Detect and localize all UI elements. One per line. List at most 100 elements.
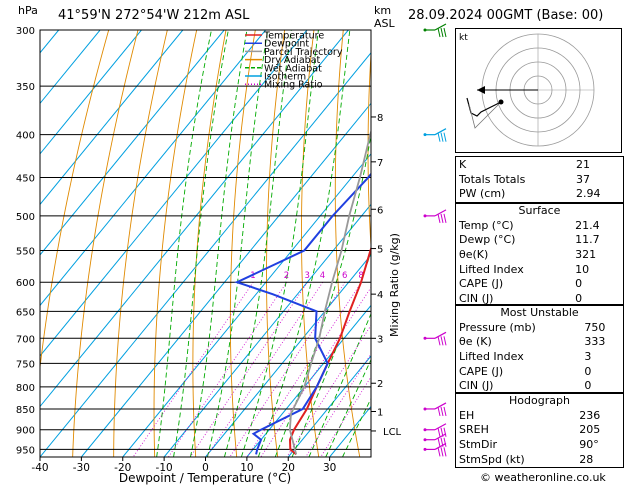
mixing-ratio-label: 6 bbox=[342, 271, 347, 281]
surface-row: CAPE (J) 0 bbox=[459, 277, 583, 291]
pressure-tick-label: 500 bbox=[16, 212, 35, 223]
wind-barb bbox=[423, 23, 447, 38]
index-row: PW (cm) 2.94 bbox=[456, 187, 623, 202]
km-tick-label: 7 bbox=[377, 158, 383, 169]
parcel-trajectory-line bbox=[288, 128, 371, 455]
index-label: PW (cm) bbox=[459, 187, 506, 201]
most-unstable-title: Most Unstable bbox=[500, 306, 579, 320]
location-title: 41°59'N 272°54'W 212m ASL bbox=[58, 8, 250, 23]
wet-adiabat-line bbox=[325, 358, 371, 457]
hodograph-box: Hodograph EH 236 SREH 205 StmDir 90° StmSpd… bbox=[455, 392, 624, 468]
wet-adiabat-line bbox=[274, 132, 371, 457]
indices-table: K 21 Totals Totals 37 PW (cm) 2.94 bbox=[456, 158, 623, 202]
hodograph-kt-label: kt bbox=[459, 33, 468, 43]
wet-adiabat-line bbox=[291, 250, 371, 457]
mixing-ratio-label: 2 bbox=[284, 271, 289, 281]
dry-adiabat-line bbox=[72, 30, 139, 457]
mixing-ratio-label: 1 bbox=[250, 271, 255, 281]
wet-adiabat-line bbox=[173, 30, 229, 457]
pressure-tick-label: 950 bbox=[16, 445, 35, 456]
mixing-ratio-label: 10 bbox=[371, 271, 382, 281]
dry-adiabat-line bbox=[153, 30, 198, 457]
km-tick-label: LCL bbox=[383, 427, 402, 438]
mixing-ratio-label: 25 bbox=[428, 271, 439, 281]
pressure-tick-label: 800 bbox=[16, 383, 35, 394]
dry-adiabat-line bbox=[40, 30, 110, 372]
surface-row: CIN (J) 0 bbox=[459, 291, 583, 305]
isotherm-line bbox=[40, 30, 266, 307]
x-tick-label: 20 bbox=[282, 462, 295, 474]
mixing-ratio-line bbox=[189, 281, 308, 457]
hodo-row: EH 236 bbox=[459, 408, 601, 422]
dry-adiabat-line bbox=[266, 30, 286, 457]
pressure-tick-label: 600 bbox=[16, 278, 35, 289]
wet-adiabat-line bbox=[308, 312, 371, 457]
indices-box: K 21 Totals Totals 37 PW (cm) 2.94 bbox=[455, 156, 624, 204]
surface-row: Lifted Index 10 bbox=[459, 262, 590, 276]
wind-barb bbox=[423, 442, 447, 457]
pressure-tick-label: 750 bbox=[16, 359, 35, 370]
isotherm-line bbox=[40, 52, 371, 457]
index-row: Totals Totals 37 bbox=[456, 173, 623, 188]
mixing-ratio-axis-label: Mixing Ratio (g/kg) bbox=[388, 233, 401, 337]
mu-row: θe (K) 333 bbox=[459, 335, 606, 349]
isotherm-line bbox=[205, 254, 371, 457]
index-row: K 21 bbox=[456, 158, 623, 173]
most-unstable-box: Most Unstable Pressure (mb) 750 θe (K) 333… bbox=[455, 304, 624, 394]
x-tick-label: -40 bbox=[31, 462, 48, 474]
pressure-tick-label: 850 bbox=[16, 405, 35, 416]
isotherm-line bbox=[40, 30, 184, 206]
isotherm-line bbox=[40, 30, 101, 105]
copyright-footer: © weatheronline.co.uk bbox=[480, 471, 606, 484]
hodograph-panel: kt bbox=[455, 28, 622, 153]
storm-motion-marker bbox=[498, 99, 504, 105]
legend-item: Mixing Ratio bbox=[264, 80, 323, 91]
dry-adiabat-line bbox=[229, 30, 256, 457]
km-tick-label: 6 bbox=[377, 205, 383, 216]
isotherm-line bbox=[40, 30, 142, 155]
index-label: K bbox=[459, 158, 467, 172]
isotherm-line bbox=[80, 102, 371, 457]
wet-adiabat-line bbox=[156, 30, 212, 457]
pressure-tick-label: 700 bbox=[16, 334, 35, 345]
mixing-ratio-label: 8 bbox=[358, 271, 363, 281]
legend-item: Dry Adiabat bbox=[264, 55, 321, 66]
wet-adiabat-line bbox=[190, 30, 248, 457]
wet-adiabat-line bbox=[206, 30, 269, 457]
mu-row: CIN (J) 0 bbox=[459, 379, 592, 393]
dry-adiabat-line bbox=[400, 30, 442, 457]
index-value: 21 bbox=[575, 158, 590, 172]
legend-item: Isotherm bbox=[264, 72, 306, 83]
wind-barb bbox=[423, 433, 447, 447]
wind-barb bbox=[423, 402, 447, 417]
index-label: Totals Totals bbox=[459, 172, 526, 186]
km-tick-label: 1 bbox=[377, 408, 383, 419]
mixing-ratio-line bbox=[246, 281, 362, 457]
pressure-tick-label: 400 bbox=[16, 131, 35, 142]
hodo-row: StmDir 90° bbox=[459, 438, 599, 452]
index-value: 37 bbox=[575, 172, 590, 186]
mixing-ratio-label: 4 bbox=[320, 271, 325, 281]
dewpoint-profile bbox=[234, 172, 371, 455]
asl-unit-label: ASL bbox=[374, 17, 395, 30]
km-tick-label: 5 bbox=[377, 245, 383, 256]
dry-adiabat-line bbox=[113, 30, 168, 457]
hpa-unit-label: hPa bbox=[18, 4, 38, 17]
isotherm-line bbox=[40, 30, 349, 408]
isotherm-line bbox=[122, 153, 371, 457]
wind-barb bbox=[423, 331, 447, 346]
index-value: 2.94 bbox=[575, 187, 601, 201]
mixing-ratio-line bbox=[229, 281, 346, 457]
surface-box: Surface Temp (°C) 21.4 Dewp (°C) 11.7 θe(K… bbox=[455, 202, 624, 306]
surface-title: Surface bbox=[518, 204, 561, 218]
isotherm-line bbox=[40, 30, 308, 357]
pressure-tick-label: 550 bbox=[16, 247, 35, 258]
pressure-tick-label: 300 bbox=[16, 26, 35, 37]
x-axis-label: Dewpoint / Temperature (°C) bbox=[119, 471, 291, 485]
mixing-ratio-line bbox=[260, 286, 371, 457]
pressure-tick-label: 450 bbox=[16, 174, 35, 185]
hodo-row: StmSpd (kt) 28 bbox=[459, 452, 594, 466]
x-tick-label: 10 bbox=[240, 462, 253, 474]
legend-item: Temperature bbox=[263, 31, 324, 42]
